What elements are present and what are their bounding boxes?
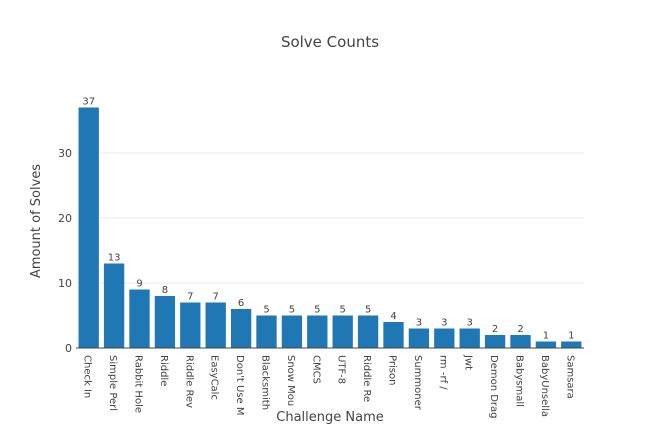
bar — [103, 263, 125, 348]
bar-value-label: 5 — [314, 305, 320, 316]
bar-value-label: 3 — [416, 318, 422, 329]
x-tick-label: Riddle Rev — [183, 355, 194, 408]
bar — [561, 341, 582, 348]
x-axis-title: Challenge Name — [276, 410, 383, 424]
x-tick-label: Simple Perl — [107, 355, 118, 411]
y-tick-label: 30 — [58, 147, 72, 160]
bar — [154, 296, 176, 348]
bar — [281, 315, 303, 348]
bar — [484, 335, 506, 348]
bar-value-label: 8 — [162, 285, 168, 296]
x-tick-label: Riddle — [158, 355, 169, 386]
y-tick-label: 20 — [58, 212, 72, 225]
bar-value-label: 7 — [213, 292, 219, 303]
bar — [510, 335, 531, 348]
bar — [230, 309, 252, 348]
x-tick-label: rm -rf / — [437, 355, 448, 390]
bar-value-label: 13 — [108, 253, 121, 264]
bar — [357, 315, 379, 348]
bar-value-label: 2 — [492, 324, 498, 335]
bar — [180, 302, 201, 348]
bar-value-label: 5 — [289, 305, 295, 316]
bar — [205, 302, 226, 348]
x-tick-label: Jwt — [463, 354, 474, 370]
bar-value-label: 5 — [263, 305, 269, 316]
bar-value-label: 2 — [517, 324, 523, 335]
x-axis-ticks: Check In Simple Perl Rabbit Hole Riddle Ridd… — [82, 354, 576, 419]
x-tick-label: Samsara — [564, 355, 575, 399]
bar-value-label: 37 — [82, 97, 95, 108]
y-axis-title: Amount of Solves — [29, 164, 44, 278]
x-tick-label: Check In — [82, 355, 93, 398]
x-tick-label: UTF-8 — [336, 355, 347, 384]
bars — [78, 107, 582, 348]
x-tick-label: Riddle Re — [361, 355, 372, 402]
x-tick-label: BabyUnsella — [539, 355, 550, 417]
y-axis-ticks: 0 10 20 30 — [58, 147, 72, 355]
bar — [256, 315, 277, 348]
bar-value-label: 9 — [136, 279, 142, 290]
bar — [408, 328, 430, 348]
bar-value-label: 4 — [390, 311, 396, 322]
bar — [459, 328, 480, 348]
bar-value-label: 5 — [340, 305, 346, 316]
x-tick-label: Rabbit Hole — [133, 355, 144, 413]
bar — [535, 341, 557, 348]
bar — [307, 315, 328, 348]
bar — [78, 107, 99, 348]
bar-value-label: 3 — [467, 318, 473, 329]
bar-value-label: 5 — [365, 305, 371, 316]
gridlines — [76, 152, 584, 284]
chart-title: Solve Counts — [281, 33, 379, 51]
y-tick-label: 0 — [65, 342, 72, 355]
x-tick-label: Blacksmith — [260, 355, 271, 410]
x-tick-label: Babysmall — [514, 355, 525, 407]
bar-value-label: 6 — [238, 298, 244, 309]
bar — [332, 315, 353, 348]
bar-value-label: 3 — [441, 318, 447, 329]
bar-value-label: 1 — [568, 331, 574, 342]
x-tick-label: Demon Drag — [488, 355, 499, 419]
x-tick-label: EasyCalc — [209, 355, 220, 400]
bar — [129, 289, 150, 348]
x-tick-label: Prison — [387, 355, 398, 385]
bar-value-label: 7 — [187, 292, 193, 303]
x-tick-label: Snow Mou — [285, 355, 296, 406]
data-labels: 37 13 9 8 7 7 6 5 5 5 5 5 4 3 3 3 2 2 1 1 — [82, 97, 574, 342]
x-tick-label: Don't Use M — [234, 355, 245, 416]
bar — [383, 322, 404, 348]
bar-value-label: 1 — [543, 331, 549, 342]
y-tick-label: 10 — [58, 277, 72, 290]
x-tick-label: CMCS — [310, 355, 321, 384]
bar — [434, 328, 455, 348]
x-tick-label: Summoner — [412, 355, 423, 411]
